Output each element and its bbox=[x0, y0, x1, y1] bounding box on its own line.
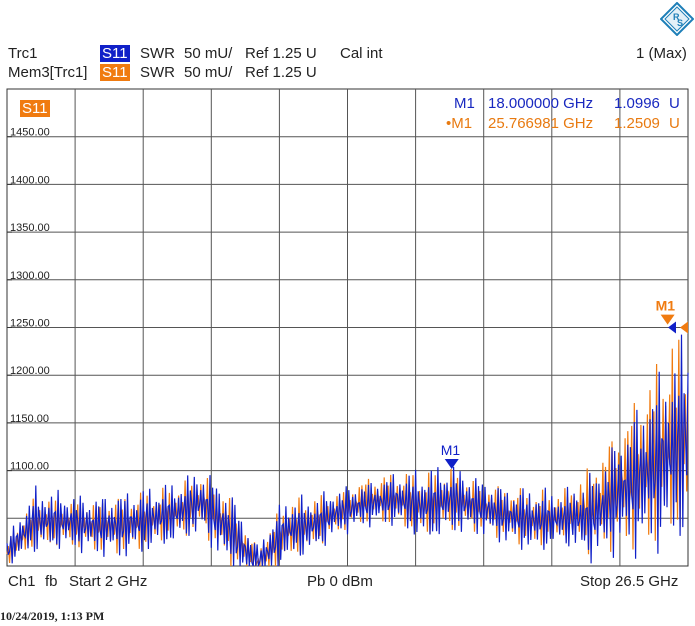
marker2-value: 1.2509 bbox=[614, 115, 660, 132]
plot-badge-label: S11 bbox=[20, 100, 50, 117]
trace1-format[interactable]: SWR bbox=[140, 45, 175, 62]
svg-text:R: R bbox=[673, 12, 680, 22]
trace1-badge[interactable]: S11 bbox=[100, 45, 130, 63]
marker2-freq: 25.766981 GHz bbox=[488, 115, 594, 132]
y-tick-label: 1200.00 bbox=[10, 365, 50, 377]
calibration-status: Cal int bbox=[340, 45, 383, 62]
marker1-value: 1.0996 bbox=[614, 95, 660, 112]
plot-badge[interactable]: S11 bbox=[20, 100, 50, 118]
markers: M1 M1 bbox=[441, 298, 688, 469]
marker-orange-tag: M1 bbox=[656, 298, 676, 314]
stop-frequency[interactable]: Stop 26.5 GHz bbox=[580, 573, 679, 590]
marker-blue-tag: M1 bbox=[441, 442, 461, 458]
trace-trc1 bbox=[6, 334, 689, 567]
trace2-name[interactable]: Mem3[Trc1] bbox=[8, 64, 88, 81]
trace2-ref[interactable]: Ref 1.25 U bbox=[245, 64, 317, 81]
svg-text:S: S bbox=[677, 18, 683, 28]
ref-arrow-blue-icon bbox=[668, 321, 676, 334]
trace1-ref[interactable]: Ref 1.25 U bbox=[245, 45, 317, 62]
y-tick-labels: 1450.00 1400.00 1350.00 1300.00 1250.00 1200.… bbox=[7, 127, 50, 473]
y-tick-label: 1100.00 bbox=[10, 461, 49, 473]
trace2-badge[interactable]: S11 bbox=[100, 64, 130, 82]
y-tick-label: 1150.00 bbox=[10, 413, 49, 425]
channel-label[interactable]: Ch1 bbox=[8, 573, 36, 590]
marker2-unit: U bbox=[669, 115, 680, 132]
marker2-label: •M1 bbox=[446, 115, 473, 132]
marker1-unit: U bbox=[669, 95, 680, 112]
grid bbox=[6, 88, 689, 567]
power-level[interactable]: Pb 0 dBm bbox=[307, 573, 373, 590]
start-frequency[interactable]: Start 2 GHz bbox=[69, 573, 148, 590]
marker-orange-triangle bbox=[660, 314, 675, 325]
rohde-schwarz-logo-icon: R S bbox=[660, 2, 694, 36]
trace1-name[interactable]: Trc1 bbox=[8, 45, 38, 62]
timestamp: 10/24/2019, 1:13 PM bbox=[0, 609, 105, 623]
marker1-label: M1 bbox=[454, 95, 475, 112]
ref-arrow-orange-icon bbox=[680, 321, 688, 334]
trace2-scale[interactable]: 50 mU/ bbox=[184, 64, 233, 81]
y-tick-label: 1400.00 bbox=[10, 174, 50, 186]
y-tick-label: 1300.00 bbox=[10, 270, 50, 282]
trace2-format[interactable]: SWR bbox=[140, 64, 175, 81]
trace1-badge-label: S11 bbox=[100, 45, 130, 62]
trace1-scale[interactable]: 50 mU/ bbox=[184, 45, 233, 62]
trace2-badge-label: S11 bbox=[100, 64, 130, 81]
y-tick-label: 1250.00 bbox=[10, 318, 50, 330]
marker-blue-triangle bbox=[444, 458, 459, 469]
y-tick-label: 1450.00 bbox=[10, 127, 50, 139]
marker1-freq: 18.000000 GHz bbox=[488, 95, 594, 112]
traces bbox=[6, 334, 689, 567]
sweep-fb-label: fb bbox=[45, 573, 58, 590]
y-tick-label: 1350.00 bbox=[10, 222, 50, 234]
window-title: 1 (Max) bbox=[636, 45, 687, 62]
